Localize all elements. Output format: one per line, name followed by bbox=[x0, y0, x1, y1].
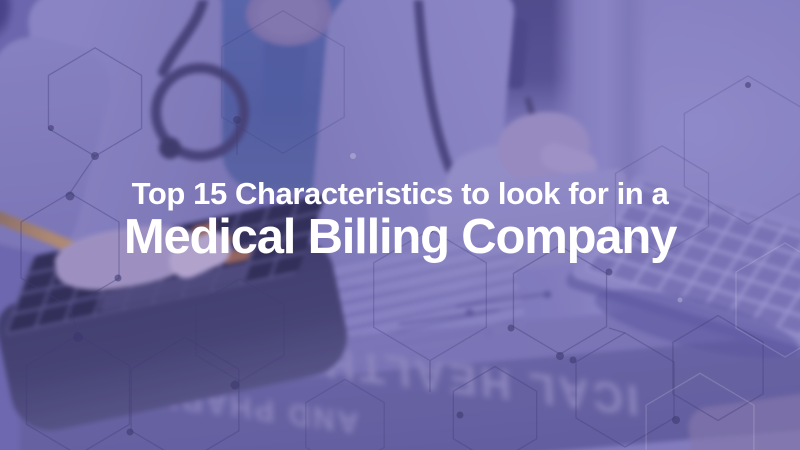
title-line-1: Top 15 Characteristics to look for in a bbox=[131, 176, 669, 211]
title-line-2: Medical Billing Company bbox=[123, 210, 678, 264]
banner-title: Top 15 Characteristics to look for in a … bbox=[0, 176, 800, 262]
